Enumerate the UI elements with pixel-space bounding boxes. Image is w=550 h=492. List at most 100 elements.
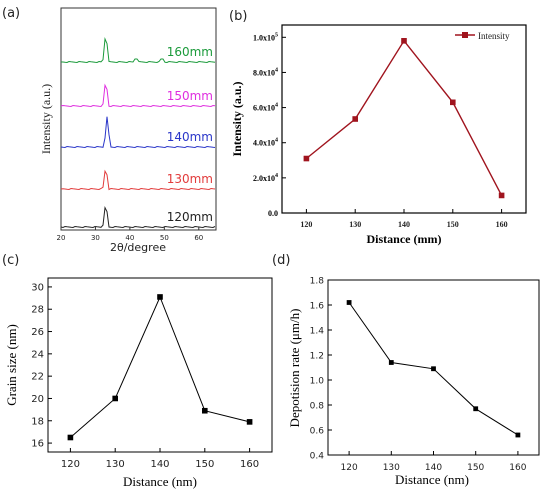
b-x-tick-label: 120 <box>300 220 312 229</box>
c-data-point <box>112 395 118 402</box>
panel-a-x-ticks: 20 30 40 50 60 <box>57 227 203 242</box>
c-y-tick-label: 22 <box>31 372 44 383</box>
panel-a-trace-label: 150mm <box>167 89 213 103</box>
d-data-point <box>515 432 521 438</box>
d-y-tick-label: 1.8 <box>310 277 325 287</box>
b-y-tick-label: 1.0x105 <box>253 32 278 42</box>
panel-b-y-axis-title: Intensity (a.u.) <box>230 81 244 156</box>
panel-a-trace-label: 120mm <box>167 210 213 224</box>
c-x-tick-label: 120 <box>61 459 80 470</box>
panel-b-label: (b) <box>229 9 247 24</box>
panel-b-points <box>303 38 505 199</box>
d-x-tick-label: 120 <box>341 463 358 473</box>
panel-a-x-tick-label: 20 <box>57 234 66 242</box>
b-data-point <box>303 155 310 162</box>
panel-d-label: (d) <box>272 253 290 268</box>
panel-d-points <box>346 300 521 438</box>
panel-b-legend-label: Intensity <box>478 31 510 41</box>
d-data-point <box>346 300 352 305</box>
panel-a-xrd-patterns: (a) 120mm 130mm 140mm 150mm 160mm 20 30 40 50 60… <box>2 6 217 254</box>
panel-d-x-axis-title: Distance (nm) <box>395 472 469 487</box>
b-y-tick-label: 0.0 <box>268 209 278 218</box>
panel-b-x-axis-title: Distance (mm) <box>367 232 442 246</box>
c-x-tick-label: 150 <box>195 459 214 470</box>
d-x-tick-label: 130 <box>383 463 400 473</box>
panel-a-traces: 120mm 130mm 140mm 150mm 160mm <box>60 37 216 229</box>
d-data-point <box>431 366 436 372</box>
b-y-tick-mantissa: 6.0x10 <box>253 104 275 113</box>
d-y-tick-label: 1.0 <box>310 377 325 387</box>
c-x-tick-label: 130 <box>106 459 125 470</box>
panel-b-legend: Intensity <box>455 31 510 41</box>
panel-a-plot-frame <box>60 7 217 231</box>
c-y-tick-label: 28 <box>31 305 44 316</box>
b-y-tick-exponent: 4 <box>275 138 278 144</box>
b-y-tick-label: 2.0x104 <box>253 173 278 183</box>
panel-a-trace-label: 160mm <box>167 45 213 59</box>
c-data-point <box>246 419 253 425</box>
panel-c-axes: 120 130 140 150 160 16 18 20 22 24 26 28 30 <box>31 282 259 470</box>
b-x-tick-label: 150 <box>447 220 459 229</box>
panel-b-plot-frame <box>281 24 527 214</box>
d-y-tick-label: 1.4 <box>310 327 325 337</box>
panel-d-axes: 120 130 140 150 160 0.4 0.6 0.8 1.0 1.2 1.4 1.6 1.8 <box>310 277 527 474</box>
panel-a-x-tick-label: 40 <box>125 234 134 242</box>
panel-c-label: (c) <box>2 253 19 268</box>
panel-a-trace-label: 140mm <box>167 130 213 144</box>
d-y-tick-label: 1.6 <box>310 302 325 312</box>
panel-a-x-axis-title: 2θ/degree <box>110 241 166 254</box>
panel-c-x-axis-title: Distance (nm) <box>123 474 197 489</box>
b-x-tick-label: 130 <box>349 220 361 229</box>
panel-b-intensity-line <box>305 39 503 196</box>
b-y-tick-mantissa: 8.0x10 <box>253 68 275 77</box>
panel-d-deposition-rate-chart: (d) 120 130 140 150 160 0.4 0.6 0.8 1.0 1.2 1.4 1.6… <box>272 253 540 487</box>
b-data-point <box>498 192 505 199</box>
d-data-point <box>388 360 394 365</box>
d-y-tick-label: 0.8 <box>310 402 325 412</box>
panel-a-label: (a) <box>2 6 20 21</box>
panel-a-trace <box>60 206 216 229</box>
panel-a-y-axis-title: Intensity (a.u.) <box>39 84 53 154</box>
panel-c-grain-size-chart: (c) 120 130 140 150 160 16 18 20 22 24 26 28 30 Dist… <box>2 253 273 489</box>
panel-c-grain-size-line <box>70 295 250 438</box>
d-y-tick-label: 0.6 <box>310 427 325 437</box>
b-x-tick-label: 140 <box>398 220 410 229</box>
b-x-tick-label: 160 <box>496 220 508 229</box>
c-data-point <box>157 294 163 300</box>
b-y-tick-mantissa: 0.0 <box>268 209 278 218</box>
d-data-point <box>473 406 479 412</box>
panel-b-legend-marker <box>462 32 468 38</box>
c-x-tick-label: 140 <box>150 459 169 470</box>
c-data-point <box>67 434 74 441</box>
panel-c-points <box>67 294 253 441</box>
b-data-point <box>352 116 358 122</box>
d-y-tick-label: 0.4 <box>310 452 325 462</box>
b-y-tick-exponent: 5 <box>275 32 278 38</box>
b-y-tick-label: 6.0x104 <box>253 103 278 113</box>
b-y-tick-mantissa: 2.0x10 <box>253 174 275 183</box>
d-x-tick-label: 150 <box>467 463 484 473</box>
panel-a-trace-label: 130mm <box>167 172 213 186</box>
panel-a-trace <box>60 169 216 191</box>
panel-a-x-tick-label: 50 <box>160 234 169 242</box>
b-y-tick-label: 4.0x104 <box>253 138 278 148</box>
b-data-point <box>401 38 407 44</box>
panel-a-trace <box>60 116 216 149</box>
d-y-tick-label: 1.2 <box>310 352 324 362</box>
c-y-tick-label: 24 <box>31 349 44 360</box>
b-y-tick-mantissa: 1.0x10 <box>253 33 275 42</box>
panel-b-intensity-chart: (b) 120 130 140 150 1600.02.0x1044.0x1046.0x… <box>229 9 527 246</box>
c-data-point <box>202 407 208 414</box>
b-y-tick-label: 8.0x104 <box>253 67 278 77</box>
panel-c-plot-frame <box>47 277 273 453</box>
c-x-tick-label: 160 <box>240 459 259 470</box>
c-y-tick-label: 30 <box>31 282 44 293</box>
c-y-tick-label: 26 <box>31 327 44 338</box>
b-data-point <box>450 99 456 106</box>
d-x-tick-label: 140 <box>425 463 442 473</box>
panel-a-trace <box>60 83 216 108</box>
panel-a-x-tick-label: 60 <box>194 234 203 242</box>
c-y-tick-label: 16 <box>31 439 44 450</box>
b-y-tick-mantissa: 4.0x10 <box>253 139 275 148</box>
